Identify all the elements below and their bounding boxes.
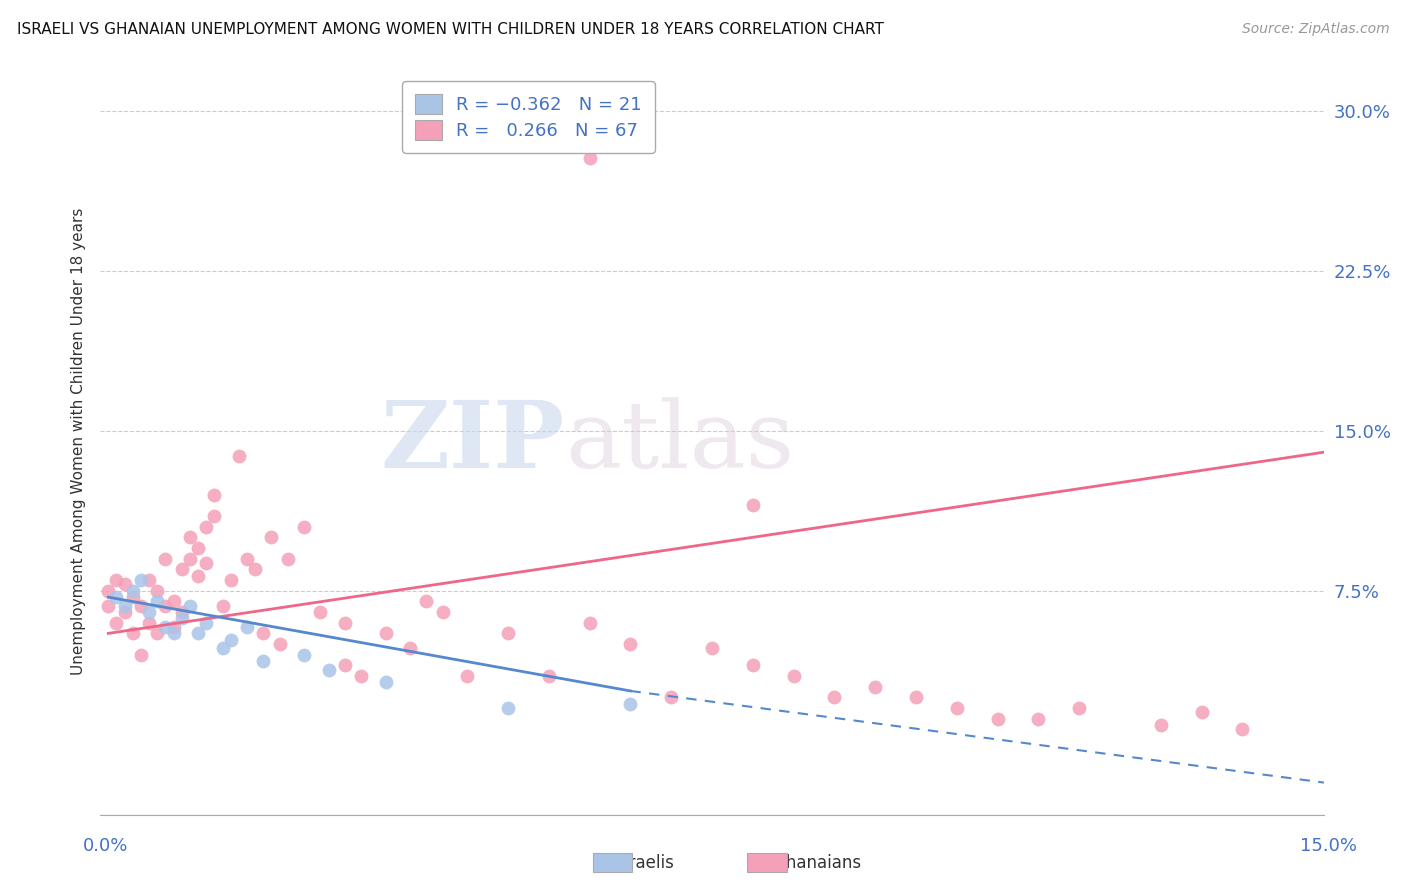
Point [162, 594, 184, 608]
Text: Israelis: Israelis [614, 854, 673, 871]
Point [129, 599, 152, 613]
Y-axis label: Unemployment Among Women with Children Under 18 years: Unemployment Among Women with Children U… [72, 208, 86, 675]
Text: atlas: atlas [565, 397, 794, 486]
Point [350, 669, 373, 683]
Point [187, 541, 209, 555]
Point [619, 697, 641, 711]
Point [659, 690, 682, 705]
Point [1191, 705, 1213, 719]
Point [138, 615, 160, 630]
Point [121, 590, 143, 604]
Point [138, 605, 160, 619]
Point [179, 531, 201, 545]
Point [333, 615, 356, 630]
Point [260, 531, 283, 545]
Point [456, 669, 478, 683]
Point [782, 669, 804, 683]
Point [1150, 718, 1173, 732]
Point [741, 658, 763, 673]
Point [374, 675, 396, 690]
Point [129, 648, 152, 662]
Point [496, 701, 519, 715]
Point [228, 450, 250, 464]
Point [415, 594, 437, 608]
Point [823, 690, 845, 705]
Point [138, 573, 160, 587]
Point [1028, 712, 1050, 726]
Point [155, 620, 177, 634]
Point [170, 611, 193, 625]
Point [170, 562, 193, 576]
Point [292, 648, 315, 662]
Point [269, 637, 291, 651]
Point [155, 551, 177, 566]
Point [309, 605, 332, 619]
Point [187, 569, 209, 583]
Point [121, 583, 143, 598]
Point [243, 562, 266, 576]
Point [537, 669, 560, 683]
Point [97, 599, 120, 613]
Point [741, 499, 763, 513]
Point [333, 658, 356, 673]
Text: Ghanaians: Ghanaians [773, 854, 862, 871]
Point [179, 599, 201, 613]
Point [155, 599, 177, 613]
Point [700, 641, 723, 656]
Point [374, 626, 396, 640]
Text: ISRAELI VS GHANAIAN UNEMPLOYMENT AMONG WOMEN WITH CHILDREN UNDER 18 YEARS CORREL: ISRAELI VS GHANAIAN UNEMPLOYMENT AMONG W… [17, 22, 884, 37]
Text: 0.0%: 0.0% [83, 837, 128, 855]
Point [1232, 723, 1254, 737]
Point [170, 605, 193, 619]
Point [211, 599, 233, 613]
Point [202, 488, 225, 502]
Point [187, 626, 209, 640]
Point [97, 583, 120, 598]
Text: ZIP: ZIP [381, 397, 565, 486]
Point [1069, 701, 1091, 715]
Point [179, 551, 201, 566]
Text: 15.0%: 15.0% [1301, 837, 1357, 855]
Point [129, 573, 152, 587]
Point [162, 620, 184, 634]
Point [105, 573, 128, 587]
Point [105, 615, 128, 630]
Point [236, 620, 259, 634]
Point [211, 641, 233, 656]
Point [863, 680, 886, 694]
Point [114, 599, 136, 613]
Point [292, 520, 315, 534]
Point [987, 712, 1010, 726]
Point [195, 615, 218, 630]
Point [114, 605, 136, 619]
Point [252, 654, 274, 668]
Point [277, 551, 299, 566]
Point [236, 551, 259, 566]
Point [252, 626, 274, 640]
Legend: R = −0.362   N = 21, R =   0.266   N = 67: R = −0.362 N = 21, R = 0.266 N = 67 [402, 81, 655, 153]
Point [904, 690, 927, 705]
Point [105, 590, 128, 604]
Text: Source: ZipAtlas.com: Source: ZipAtlas.com [1241, 22, 1389, 37]
Point [202, 509, 225, 524]
Point [945, 701, 967, 715]
Point [146, 626, 169, 640]
Point [219, 632, 242, 647]
Point [195, 556, 218, 570]
Point [121, 626, 143, 640]
Point [195, 520, 218, 534]
Point [619, 637, 641, 651]
Point [399, 641, 422, 656]
Point [496, 626, 519, 640]
Point [219, 573, 242, 587]
Point [432, 605, 454, 619]
Point [578, 151, 600, 165]
Point [318, 663, 340, 677]
Point [162, 626, 184, 640]
Point [578, 615, 600, 630]
Point [146, 594, 169, 608]
Point [146, 583, 169, 598]
Point [114, 577, 136, 591]
